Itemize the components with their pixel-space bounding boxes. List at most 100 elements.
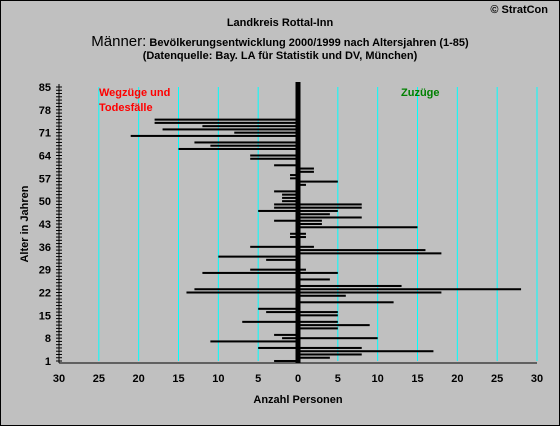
y-tick-label: 15 bbox=[39, 310, 51, 322]
y-tick-label: 50 bbox=[39, 196, 51, 208]
copyright-label: © StratCon bbox=[490, 4, 548, 16]
y-tick-label: 43 bbox=[39, 219, 51, 231]
x-tick-label: 5 bbox=[255, 373, 261, 385]
inflow-bar-age-59 bbox=[298, 170, 314, 173]
inflow-bar-age-34 bbox=[298, 252, 442, 255]
center-axis bbox=[295, 82, 301, 363]
inflow-bar-age-15 bbox=[298, 314, 338, 317]
x-axis-label: Anzahl Personen bbox=[253, 394, 343, 406]
inflow-bar-age-19 bbox=[298, 301, 394, 304]
y-tick-label: 71 bbox=[39, 128, 51, 140]
outflow-bar-age-29 bbox=[250, 268, 298, 271]
inflow-bar-age-13 bbox=[298, 320, 338, 323]
inflow-bar-age-2 bbox=[298, 356, 330, 359]
annotation-outflow: Wegzüge und bbox=[99, 87, 170, 99]
outflow-bar-age-75 bbox=[154, 118, 298, 121]
outflow-bar-age-58 bbox=[290, 174, 298, 177]
x-tick-label: 30 bbox=[53, 373, 65, 385]
outflow-bar-age-67 bbox=[210, 144, 298, 147]
inflow-bar-age-55 bbox=[298, 183, 306, 186]
outflow-bar-age-61 bbox=[274, 164, 298, 167]
x-tick-label: 20 bbox=[451, 373, 463, 385]
inflow-bar-age-42 bbox=[298, 226, 418, 229]
x-tick-label: 15 bbox=[172, 373, 184, 385]
x-tick-label: 20 bbox=[133, 373, 145, 385]
subtitle-prefix: Männer: bbox=[91, 33, 147, 50]
inflow-bar-age-3 bbox=[298, 353, 362, 356]
x-tick-label: 0 bbox=[295, 373, 301, 385]
inflow-bar-age-8 bbox=[298, 337, 378, 340]
inflow-bar-age-45 bbox=[298, 216, 362, 219]
inflow-bar-age-36 bbox=[298, 245, 314, 248]
inflow-bar-age-60 bbox=[298, 167, 314, 170]
y-tick-label: 78 bbox=[39, 105, 51, 117]
outflow-bar-age-49 bbox=[274, 203, 298, 206]
y-tick-label: 36 bbox=[39, 242, 51, 254]
inflow-bar-age-16 bbox=[298, 311, 338, 314]
y-tick-label: 8 bbox=[45, 333, 51, 345]
y-tick-label: 57 bbox=[39, 173, 51, 185]
y-tick-label: 29 bbox=[39, 265, 51, 277]
inflow-bar-age-48 bbox=[298, 206, 362, 209]
inflow-bar-age-28 bbox=[298, 271, 338, 274]
annotation-inflow: Zuzüge bbox=[401, 87, 440, 99]
bars bbox=[130, 118, 522, 363]
outflow-bar-age-72 bbox=[162, 128, 298, 131]
outflow-bar-age-52 bbox=[282, 193, 298, 196]
outflow-bar-age-53 bbox=[274, 190, 298, 193]
inflow-bar-age-23 bbox=[298, 288, 522, 291]
data-source: (Datenquelle: Bay. LA für Statistik und … bbox=[142, 50, 418, 62]
inflow-bar-age-4 bbox=[298, 350, 434, 353]
inflow-bar-age-46 bbox=[298, 213, 330, 216]
inflow-bar-age-22 bbox=[298, 291, 442, 294]
outflow-bar-age-13 bbox=[242, 320, 298, 323]
outflow-bar-age-16 bbox=[266, 311, 298, 314]
y-tick-label: 22 bbox=[39, 288, 51, 300]
inflow-bar-age-26 bbox=[298, 278, 330, 281]
outflow-bar-age-64 bbox=[250, 154, 298, 157]
chart-subtitle: Männer: Bevölkerungsentwicklung 2000/199… bbox=[0, 33, 560, 51]
inflow-bar-age-39 bbox=[298, 236, 306, 239]
outflow-bar-age-22 bbox=[186, 291, 298, 294]
outflow-bar-age-5 bbox=[258, 346, 298, 349]
outflow-bar-age-74 bbox=[154, 121, 298, 124]
outflow-bar-age-44 bbox=[274, 219, 298, 222]
outflow-bar-age-8 bbox=[282, 337, 298, 340]
y-tick-label: 85 bbox=[39, 82, 51, 94]
outflow-bar-age-9 bbox=[274, 333, 298, 336]
inflow-bar-age-24 bbox=[298, 284, 402, 287]
outflow-bar-age-71 bbox=[234, 131, 298, 134]
inflow-bar-age-11 bbox=[298, 327, 338, 330]
outflow-bar-age-17 bbox=[258, 307, 298, 310]
outflow-bar-age-51 bbox=[282, 196, 298, 199]
inflow-bar-age-35 bbox=[298, 249, 426, 252]
inflow-bar-age-43 bbox=[298, 222, 322, 226]
x-tick-label: 10 bbox=[212, 373, 224, 385]
y-tick-label: 64 bbox=[39, 151, 52, 163]
annotation-outflow: Todesfälle bbox=[99, 102, 153, 114]
outflow-bar-age-73 bbox=[202, 125, 298, 128]
outflow-bar-age-7 bbox=[210, 340, 298, 343]
inflow-bar-age-44 bbox=[298, 219, 322, 222]
inflow-bar-age-49 bbox=[298, 203, 362, 206]
outflow-bar-age-47 bbox=[258, 209, 298, 212]
inflow-bar-age-56 bbox=[298, 180, 338, 183]
outflow-bar-age-32 bbox=[266, 258, 298, 261]
axes bbox=[56, 82, 537, 364]
outflow-bar-age-48 bbox=[274, 206, 298, 209]
inflow-bar-age-12 bbox=[298, 324, 370, 327]
inflow-bar-age-40 bbox=[298, 232, 306, 235]
subtitle-text: Bevölkerungsentwicklung 2000/1999 nach A… bbox=[146, 37, 469, 49]
x-tick-label: 10 bbox=[372, 373, 384, 385]
outflow-bar-age-68 bbox=[194, 141, 298, 144]
outflow-bar-age-39 bbox=[290, 236, 298, 239]
outflow-bar-age-40 bbox=[290, 232, 298, 235]
chart-title: Landkreis Rottal-Inn bbox=[226, 17, 334, 29]
outflow-bar-age-28 bbox=[202, 271, 298, 274]
inflow-bar-age-5 bbox=[298, 346, 362, 349]
outflow-bar-age-23 bbox=[194, 288, 298, 291]
outflow-bar-age-57 bbox=[290, 177, 298, 180]
inflow-bar-age-29 bbox=[298, 268, 306, 271]
